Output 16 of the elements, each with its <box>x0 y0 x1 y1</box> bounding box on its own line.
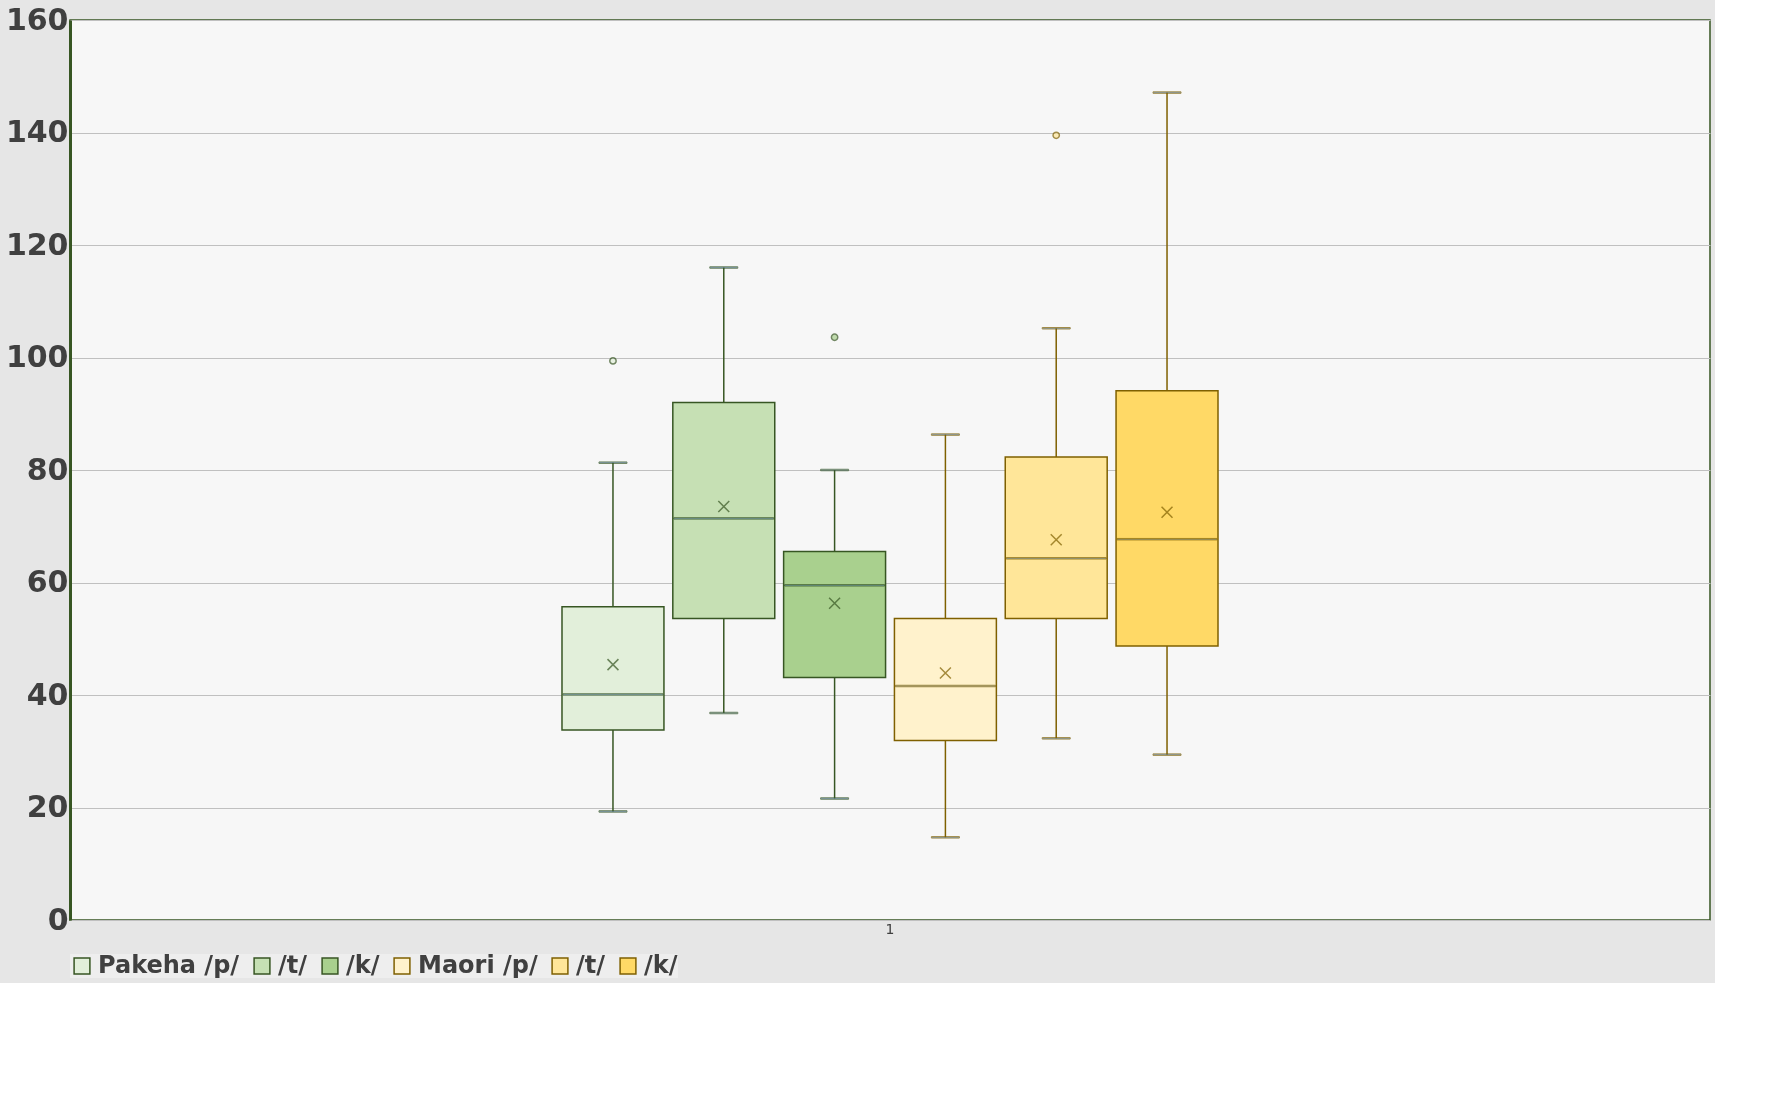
y-tick-label: 20 <box>26 789 69 824</box>
y-tick-label: 120 <box>5 226 69 262</box>
legend-label: Pakeha /p/ <box>98 951 240 979</box>
y-tick-label: 0 <box>47 901 69 937</box>
legend-label: Maori /p/ <box>418 951 538 979</box>
y-tick-label: 80 <box>26 451 69 487</box>
y-tick-label: 100 <box>5 339 69 374</box>
legend-label: /t/ <box>278 951 308 979</box>
x-tick-label: 1 <box>885 920 895 937</box>
y-tick-label: 160 <box>5 1 69 37</box>
y-tick-label: 140 <box>5 114 69 149</box>
legend-label: /k/ <box>346 951 380 979</box>
y-tick-label: 60 <box>26 564 69 599</box>
legend-label: /t/ <box>576 951 606 979</box>
legend-label: /k/ <box>644 951 678 979</box>
y-tick-label: 40 <box>26 676 69 712</box>
